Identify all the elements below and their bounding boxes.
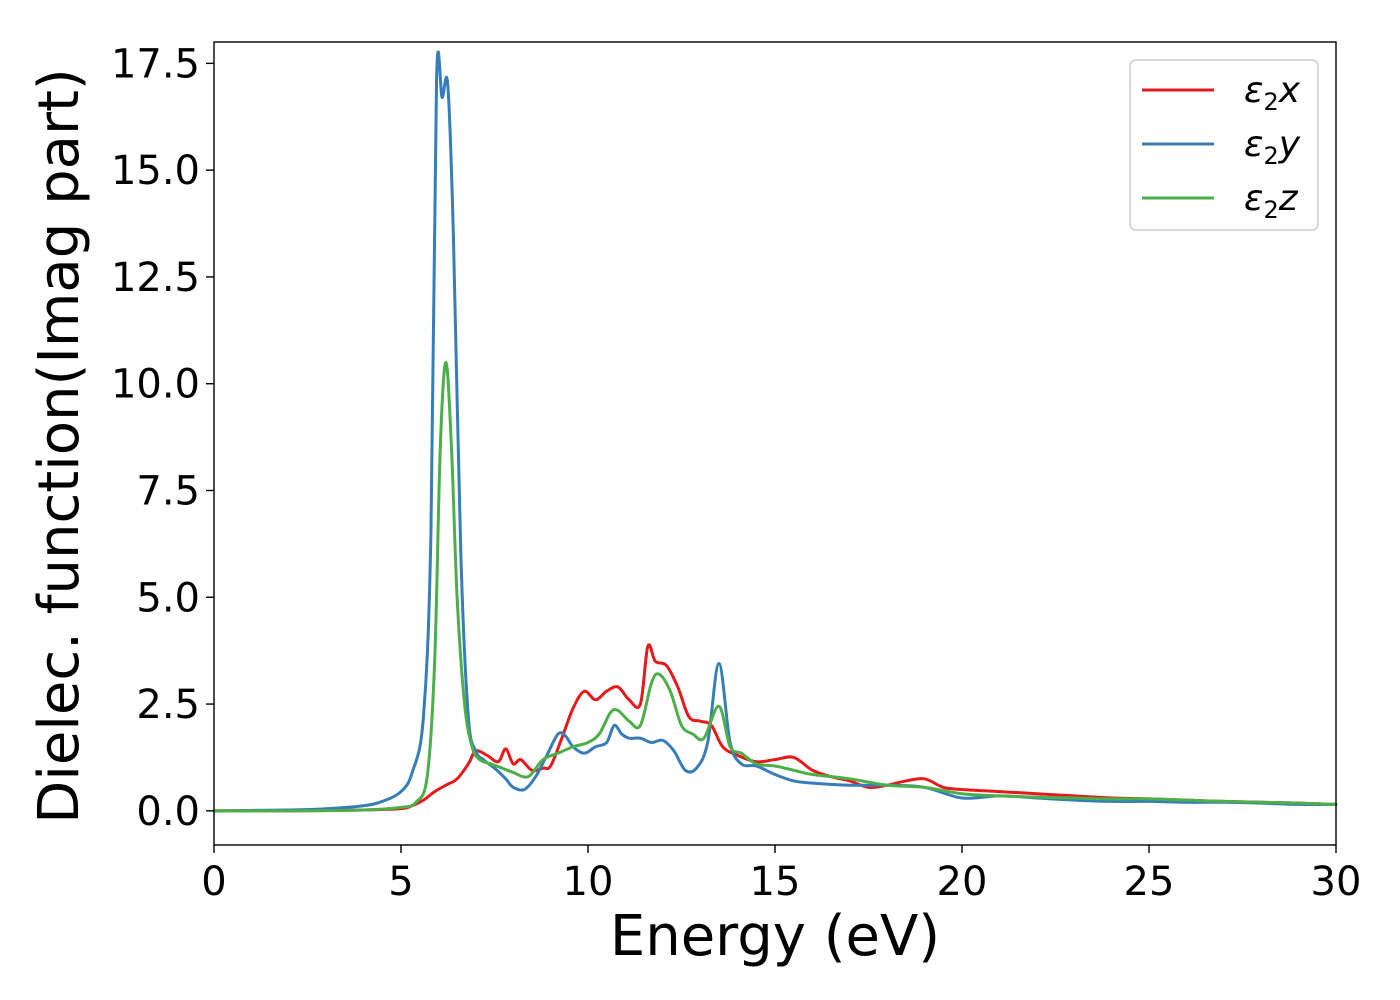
y-tick-label: 15.0 <box>111 148 200 194</box>
legend-label-x: ε2x <box>1244 70 1301 116</box>
y-axis-label: Dielec. function(Imag part) <box>27 68 92 824</box>
y-tick-label: 10.0 <box>111 362 200 408</box>
legend: ε2x ε2y ε2z <box>1129 59 1319 231</box>
x-tick-label: 10 <box>563 859 614 905</box>
y-tick-label: 2.5 <box>136 682 200 728</box>
y-tick-label: 0.0 <box>136 789 200 835</box>
x-tick-label: 15 <box>750 859 801 905</box>
legend-label-z: ε2z <box>1244 178 1299 224</box>
x-tick-label: 5 <box>388 859 413 905</box>
series-line-x <box>212 643 1338 813</box>
x-tick-label: 30 <box>1311 859 1362 905</box>
x-tick-label: 20 <box>937 859 988 905</box>
y-tick-label: 17.5 <box>111 41 200 87</box>
legend-box <box>1129 59 1319 231</box>
y-tick-label: 12.5 <box>111 255 200 301</box>
y-axis-ticks: 0.0 2.5 5.0 7.5 10.0 12.5 15.0 17.5 <box>111 41 214 835</box>
x-axis-ticks: 0 5 10 15 20 25 30 <box>201 845 1361 905</box>
y-tick-label: 5.0 <box>136 575 200 621</box>
legend-label-y: ε2y <box>1244 124 1301 170</box>
x-tick-label: 0 <box>201 859 226 905</box>
series-line-z <box>212 360 1338 813</box>
x-tick-label: 25 <box>1124 859 1175 905</box>
y-tick-label: 7.5 <box>136 468 200 514</box>
series-layer <box>212 50 1338 813</box>
x-axis-label: Energy (eV) <box>610 904 940 969</box>
